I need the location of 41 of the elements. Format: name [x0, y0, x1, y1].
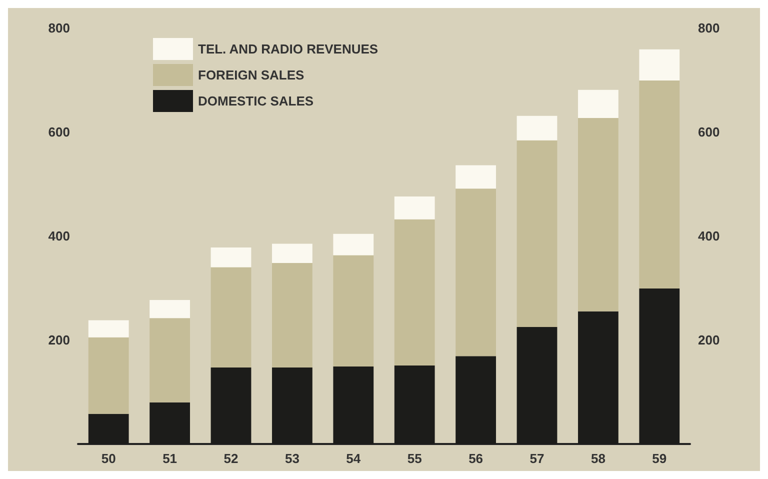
x-tick-label: 55 — [407, 451, 422, 466]
bar — [578, 90, 618, 118]
bar — [333, 255, 374, 367]
bar — [150, 318, 190, 402]
legend-label: DOMESTIC SALES — [198, 94, 314, 108]
x-tick-label: 54 — [346, 451, 362, 466]
x-tick-label: 57 — [530, 451, 544, 466]
x-tick-label: 50 — [101, 451, 116, 466]
legend-label: TEL. AND RADIO REVENUES — [198, 42, 378, 56]
y2-tick-label: 600 — [698, 124, 720, 140]
y2-tick-label: 200 — [698, 332, 720, 348]
y-tick-label: 400 — [48, 228, 70, 244]
x-tick-label: 53 — [284, 451, 300, 466]
x-tick-label: 52 — [224, 451, 238, 466]
bar — [88, 320, 129, 338]
bar — [639, 80, 680, 289]
bar — [88, 337, 129, 414]
bar — [394, 219, 435, 366]
bar — [394, 196, 435, 220]
y-tick-label: 600 — [48, 124, 70, 140]
bar — [516, 140, 558, 327]
bar — [210, 267, 252, 368]
legend-label: FOREIGN SALES — [198, 68, 305, 82]
bar — [210, 247, 252, 268]
x-tick-label: 58 — [590, 451, 606, 466]
bar — [333, 234, 374, 256]
bar — [516, 116, 558, 140]
bar — [272, 263, 312, 368]
y-tick-label: 800 — [48, 20, 70, 36]
y2-tick-label: 400 — [698, 228, 720, 244]
x-tick-label: 59 — [652, 451, 667, 466]
y2-tick-label: 800 — [698, 20, 720, 36]
x-tick-label: 51 — [162, 451, 178, 466]
bar — [272, 244, 312, 264]
bar — [578, 118, 618, 312]
bar — [150, 300, 190, 318]
bar — [456, 165, 496, 189]
bar — [456, 188, 496, 356]
x-tick-label: 56 — [468, 451, 484, 466]
y-tick-label: 200 — [48, 332, 70, 348]
bar — [639, 49, 680, 81]
